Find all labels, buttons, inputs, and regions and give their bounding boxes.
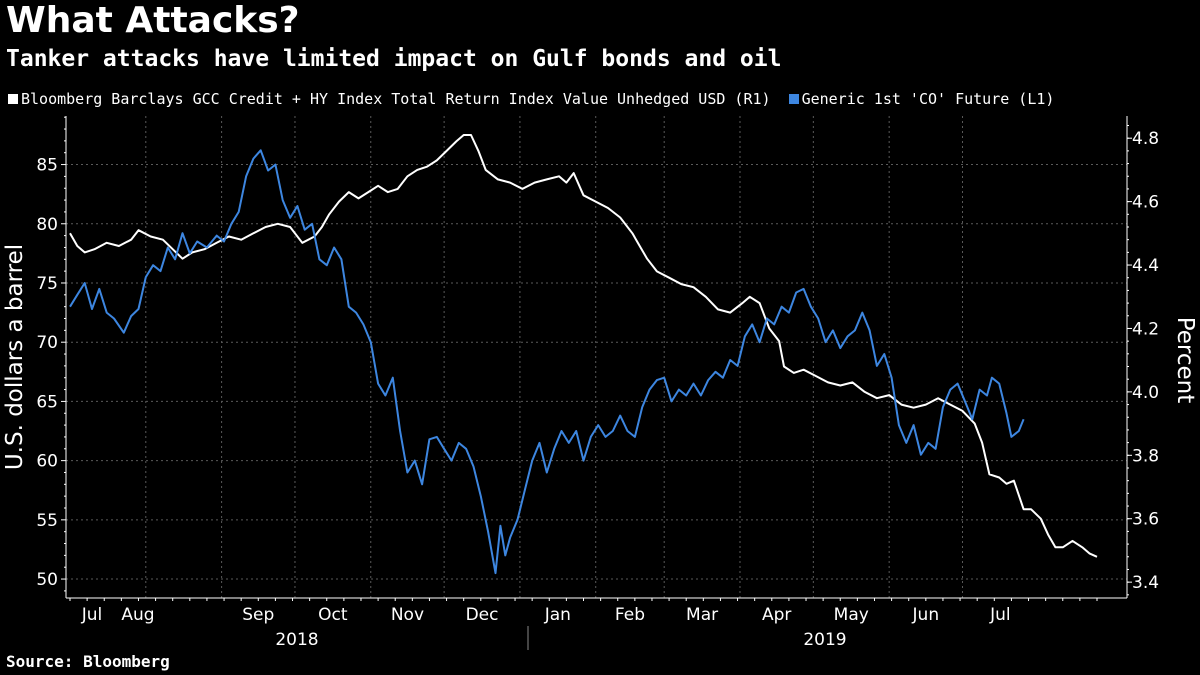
left-tick-label: 50 — [36, 570, 58, 590]
right-axis-title: Percent — [1172, 317, 1198, 404]
right-tick-label: 3.8 — [1132, 446, 1159, 466]
series-line-brent-future — [69, 149, 1025, 575]
x-month-label: Aug — [121, 605, 154, 625]
legend-swatch-white — [8, 94, 18, 104]
legend-label-gcc-index: Bloomberg Barclays GCC Credit + HY Index… — [21, 90, 771, 108]
x-month-label: Apr — [762, 605, 791, 625]
legend: Bloomberg Barclays GCC Credit + HY Index… — [8, 90, 1072, 108]
right-tick-label: 3.4 — [1132, 573, 1159, 593]
x-month-label: Jul — [81, 605, 103, 625]
right-tick-label: 4.6 — [1132, 193, 1159, 213]
series-line-gcc-index — [69, 134, 1098, 558]
left-axis-title: U.S. dollars a barrel — [2, 244, 28, 470]
legend-label-brent-future: Generic 1st 'CO' Future (L1) — [801, 90, 1055, 108]
legend-item-brent-future: Generic 1st 'CO' Future (L1) — [788, 90, 1055, 108]
legend-item-gcc-index: Bloomberg Barclays GCC Credit + HY Index… — [8, 90, 771, 108]
right-tick-label: 4.2 — [1132, 319, 1159, 339]
x-month-label: Mar — [686, 605, 718, 625]
left-tick-label: 80 — [36, 215, 58, 235]
x-month-label: Feb — [615, 605, 645, 625]
x-month-label: Dec — [466, 605, 499, 625]
legend-swatch-blue — [788, 94, 799, 104]
left-tick-label: 55 — [36, 511, 58, 531]
x-month-label: May — [834, 605, 869, 625]
x-month-label: Jan — [544, 605, 571, 625]
right-tick-label: 4.0 — [1132, 383, 1159, 403]
x-month-label: Jun — [912, 605, 940, 625]
x-month-label: Jul — [989, 605, 1011, 625]
chart-subtitle: Tanker attacks have limited impact on Gu… — [6, 46, 782, 72]
left-tick-label: 70 — [36, 333, 58, 353]
right-tick-label: 4.4 — [1132, 256, 1159, 276]
left-tick-label: 60 — [36, 452, 58, 472]
right-tick-label: 4.8 — [1132, 129, 1159, 149]
x-month-label: Oct — [318, 605, 348, 625]
left-tick-label: 65 — [36, 392, 58, 412]
chart-title: What Attacks? — [6, 0, 300, 41]
left-tick-label: 75 — [36, 274, 58, 294]
x-year-label: 2019 — [803, 630, 846, 650]
x-year-label: 2018 — [275, 630, 318, 650]
right-tick-label: 3.6 — [1132, 510, 1159, 530]
left-tick-label: 85 — [36, 156, 58, 176]
source-note: Source: Bloomberg — [6, 652, 170, 671]
x-month-label: Nov — [391, 605, 424, 625]
x-month-label: Sep — [242, 605, 274, 625]
